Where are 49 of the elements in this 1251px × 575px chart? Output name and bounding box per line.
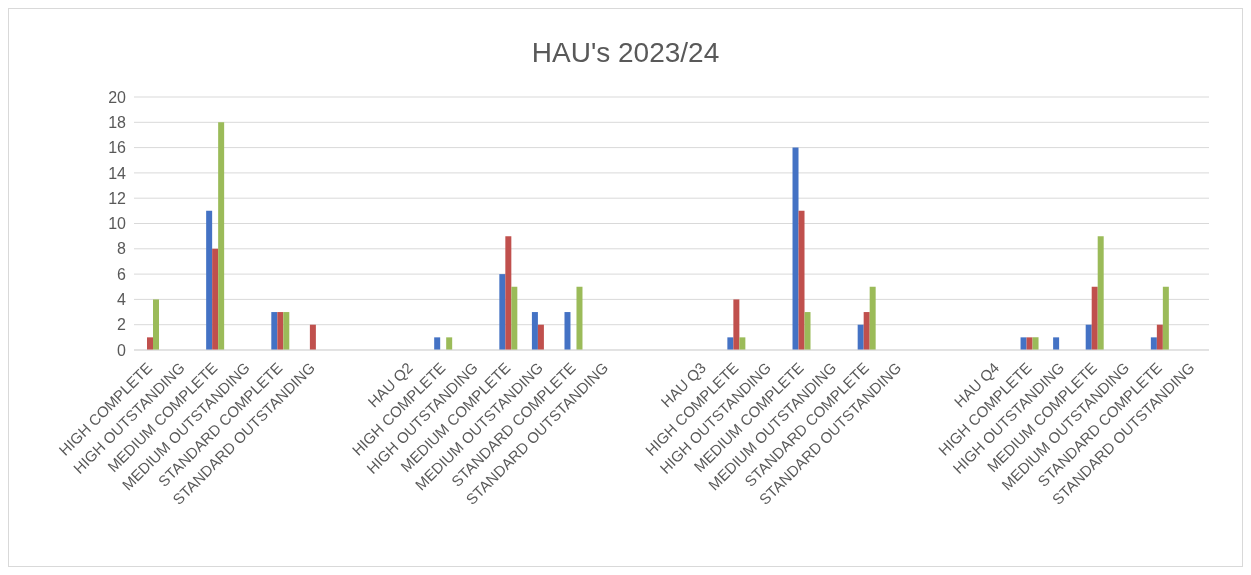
- bar: [863, 312, 870, 350]
- bar: [212, 248, 219, 350]
- bar: [218, 122, 225, 350]
- bar: [277, 312, 284, 350]
- bar: [1097, 236, 1104, 350]
- y-tick-label: 4: [117, 291, 127, 309]
- bar: [531, 312, 538, 350]
- y-tick-label: 16: [108, 139, 127, 157]
- bar: [727, 337, 734, 350]
- bar: [869, 286, 876, 350]
- bar: [1053, 337, 1060, 350]
- y-tick-label: 10: [108, 215, 127, 233]
- bar: [1085, 324, 1092, 350]
- bar: [271, 312, 278, 350]
- bar: [206, 210, 213, 350]
- y-tick-label: 14: [108, 164, 127, 182]
- y-tick-label: 8: [117, 240, 127, 258]
- bar: [857, 324, 864, 350]
- bar: [1026, 337, 1033, 350]
- bar: [804, 312, 811, 350]
- bar: [537, 324, 544, 350]
- bar: [511, 286, 518, 350]
- bar: [283, 312, 290, 350]
- bar: [1091, 286, 1098, 350]
- bar: [1156, 324, 1163, 350]
- bar: [798, 210, 805, 350]
- bar: [505, 236, 512, 350]
- bar: [792, 147, 799, 350]
- chart-title: HAU's 2023/24: [530, 36, 721, 70]
- y-tick-label: 18: [108, 113, 127, 131]
- bar: [1032, 337, 1039, 350]
- bar: [733, 299, 740, 350]
- y-tick-label: 12: [108, 189, 127, 207]
- bar: [434, 337, 441, 350]
- bar: [1020, 337, 1027, 350]
- bar: [576, 286, 583, 350]
- bar: [153, 299, 159, 350]
- bar: [147, 337, 153, 350]
- bar: [739, 337, 746, 350]
- y-tick-label: 2: [117, 316, 127, 334]
- bar: [446, 337, 453, 350]
- bar: [1162, 286, 1169, 350]
- bar: [1150, 337, 1157, 350]
- bar: [564, 312, 571, 350]
- y-tick-label: 0: [117, 341, 127, 359]
- bar: [499, 274, 506, 350]
- y-tick-label: 20: [108, 88, 127, 106]
- y-tick-label: 6: [117, 265, 127, 283]
- bar: [309, 324, 316, 350]
